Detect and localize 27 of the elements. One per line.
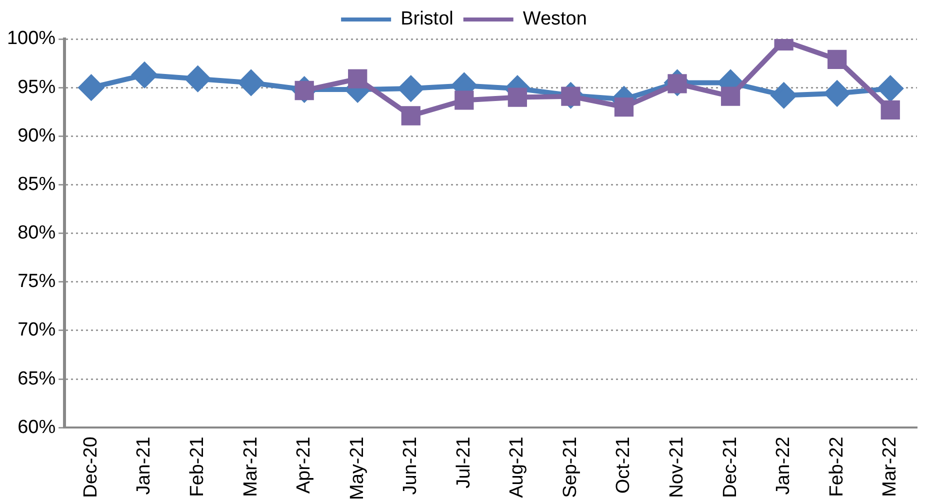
x-tick-label: Feb-22: [826, 436, 848, 497]
y-tick-label: 75%: [18, 271, 56, 292]
x-tick-label: Jan-22: [773, 436, 794, 495]
legend-label: Weston: [522, 8, 587, 30]
x-tick-label: Mar-21: [240, 436, 262, 497]
x-tick-label: Jan-21: [134, 436, 155, 495]
y-tick-label: 90%: [18, 125, 56, 146]
x-tick-label: Jun-21: [400, 436, 422, 495]
y-tick-label: 100%: [6, 28, 56, 50]
x-tick-label: Dec-21: [720, 436, 741, 498]
y-tick-label: 80%: [18, 222, 56, 244]
y-tick-label: 60%: [18, 416, 56, 438]
y-tick-label: 70%: [18, 320, 56, 341]
y-tick-label: 95%: [18, 76, 56, 98]
legend-label: Bristol: [400, 8, 454, 30]
x-tick-label: Mar-22: [880, 436, 901, 497]
x-tick-label: Apr-21: [294, 436, 315, 494]
x-tick-label: Oct-21: [613, 436, 634, 494]
x-tick-label: Feb-21: [187, 436, 208, 497]
x-tick-label: Nov-21: [666, 436, 688, 498]
x-tick-label: Dec-20: [80, 436, 102, 498]
x-tick-label: Jul-21: [453, 436, 474, 488]
x-tick-label: Sep-21: [560, 436, 581, 498]
y-tick-label: 85%: [18, 174, 56, 195]
x-tick-label: Aug-21: [506, 436, 528, 498]
y-tick-label: 65%: [18, 368, 56, 390]
x-tick-label: May-21: [346, 436, 368, 500]
